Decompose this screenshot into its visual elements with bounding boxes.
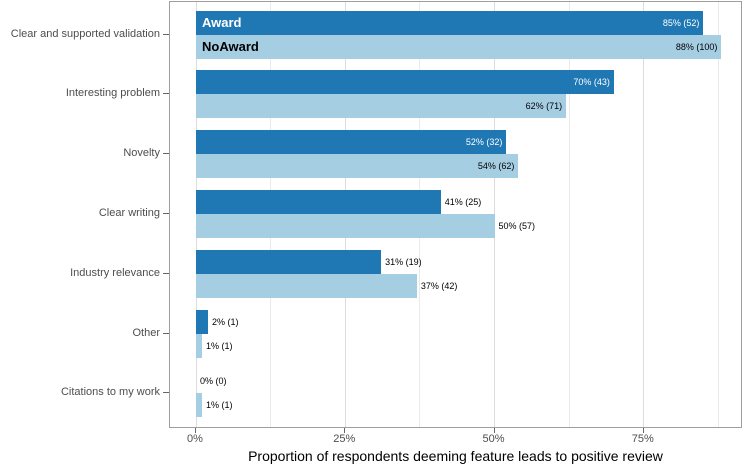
y-axis-tick xyxy=(163,153,169,155)
bar-noaward xyxy=(196,273,417,298)
bar-value-label: 62% (71) xyxy=(525,101,563,112)
bar-noaward xyxy=(196,213,495,238)
bar-value-label: 70% (43) xyxy=(573,77,610,88)
bar-noaward xyxy=(196,393,202,418)
bar-noaward xyxy=(196,333,202,358)
y-axis-tick xyxy=(163,33,169,35)
y-axis-category-label: Clear writing xyxy=(98,206,160,219)
bar-value-label: 0% (0) xyxy=(200,376,227,387)
x-axis-tick xyxy=(195,428,196,433)
legend-label-award: Award xyxy=(202,14,242,30)
y-axis-tick xyxy=(163,212,169,214)
x-axis-tick-label: 25% xyxy=(333,433,356,445)
bar-noaward xyxy=(196,154,519,179)
x-axis-title: Proportion of respondents deeming featur… xyxy=(248,448,663,464)
bar-value-label: 52% (32) xyxy=(465,137,503,148)
y-axis-tick xyxy=(163,332,169,334)
x-axis-tick xyxy=(344,428,346,433)
bar-award xyxy=(196,130,507,155)
bar-value-label: 50% (57) xyxy=(498,220,536,231)
bar-award xyxy=(196,189,441,214)
y-axis-category-label: Interesting problem xyxy=(65,87,160,100)
y-axis-tick xyxy=(163,93,169,95)
bar-value-label: 88% (100) xyxy=(675,41,718,52)
gridline-major xyxy=(643,2,644,427)
y-axis-category-label: Industry relevance xyxy=(70,266,160,279)
bar-value-label: 37% (42) xyxy=(420,280,458,291)
x-axis-tick xyxy=(642,428,644,433)
bar-value-label: 85% (52) xyxy=(662,17,700,28)
bar-value-label: 1% (1) xyxy=(205,340,233,351)
y-axis-tick xyxy=(163,272,169,274)
bar-award xyxy=(196,309,208,334)
y-axis-category-label: Other xyxy=(132,326,160,339)
bar-award xyxy=(196,70,614,95)
gridline-minor xyxy=(569,2,570,427)
bar-award xyxy=(196,249,382,274)
gridline-minor xyxy=(718,2,719,427)
y-axis-category-label: Novelty xyxy=(123,147,160,160)
y-axis-category-label: Clear and supported validation xyxy=(10,27,160,40)
x-axis-tick-label: 50% xyxy=(482,433,505,445)
bar-noaward xyxy=(196,34,722,59)
y-axis-tick xyxy=(163,392,169,394)
gridline-major xyxy=(494,2,495,427)
legend-label-noaward: NoAward xyxy=(202,38,259,54)
x-axis-tick-label: 75% xyxy=(631,433,654,445)
bar-value-label: 1% (1) xyxy=(205,400,233,411)
bar-award xyxy=(196,10,704,35)
bar-value-label: 2% (1) xyxy=(211,316,239,327)
plot-panel: 85% (52) Award 88% (100) NoAward 70% (43) 62%… xyxy=(169,1,742,428)
x-axis-tick-label: 0% xyxy=(187,433,203,445)
bar-value-label: 41% (25) xyxy=(444,196,482,207)
bar-noaward xyxy=(196,94,567,119)
bar-value-label: 54% (62) xyxy=(477,161,515,172)
x-axis-tick xyxy=(493,428,495,433)
y-axis-category-label: Citations to my work xyxy=(60,386,160,399)
bar-value-label: 31% (19) xyxy=(385,256,422,267)
